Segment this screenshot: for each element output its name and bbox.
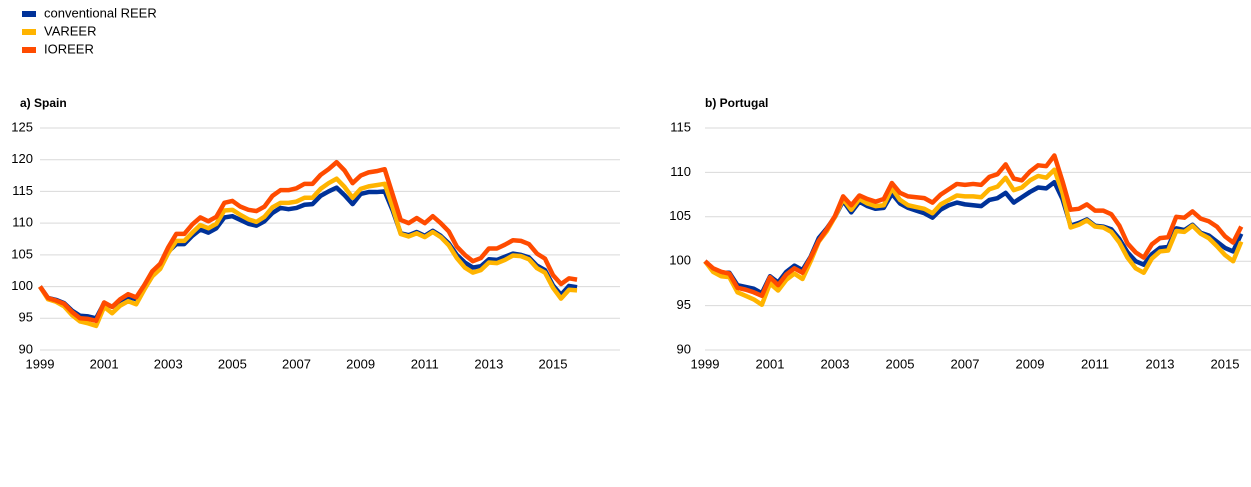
legend-swatch [22,29,36,35]
x-tick-label: 2013 [474,356,503,371]
x-tick-label: 2007 [282,356,311,371]
y-tick-label: 105 [11,246,33,261]
x-tick-label: 2015 [539,356,568,371]
legend-swatch [22,11,36,17]
y-tick-label: 100 [11,278,33,293]
y-tick-label: 110 [670,164,691,179]
y-tick-label: 100 [669,253,691,268]
chart-title: b) Portugal [705,96,768,110]
y-tick-label: 110 [12,215,33,230]
y-tick-label: 90 [19,341,33,356]
y-tick-label: 115 [12,183,33,198]
series-line [703,153,1244,299]
y-tick-label: 105 [669,208,691,223]
x-tick-label: 2015 [1211,356,1240,371]
x-tick-label: 2007 [951,356,980,371]
y-tick-label: 95 [677,297,691,312]
chart-title: a) Spain [20,96,67,110]
legend-label: conventional REER [44,5,157,20]
y-tick-label: 125 [11,119,33,134]
x-tick-label: 2001 [90,356,119,371]
y-tick-label: 115 [670,119,691,134]
x-tick-label: 2003 [821,356,850,371]
legend-label: IOREER [44,41,94,56]
x-tick-label: 2011 [411,356,439,371]
x-tick-label: 1999 [26,356,55,371]
legend: conventional REER VAREER IOREER [22,5,157,56]
series-line [703,179,1244,296]
y-tick-label: 95 [19,310,33,325]
series-line [38,160,578,324]
x-tick-label: 2009 [346,356,375,371]
series-line [703,167,1244,307]
legend-label: VAREER [44,23,97,38]
x-tick-label: 2005 [218,356,247,371]
x-tick-label: 2013 [1146,356,1175,371]
x-tick-label: 1999 [691,356,720,371]
x-tick-label: 2003 [154,356,183,371]
y-tick-label: 120 [11,151,33,166]
series-line [38,176,578,329]
x-tick-label: 2011 [1081,356,1109,371]
legend-swatch [22,47,36,53]
x-tick-label: 2009 [1016,356,1045,371]
x-tick-label: 2001 [756,356,785,371]
x-tick-label: 2005 [886,356,915,371]
y-tick-label: 90 [677,341,691,356]
series-line [38,185,578,321]
